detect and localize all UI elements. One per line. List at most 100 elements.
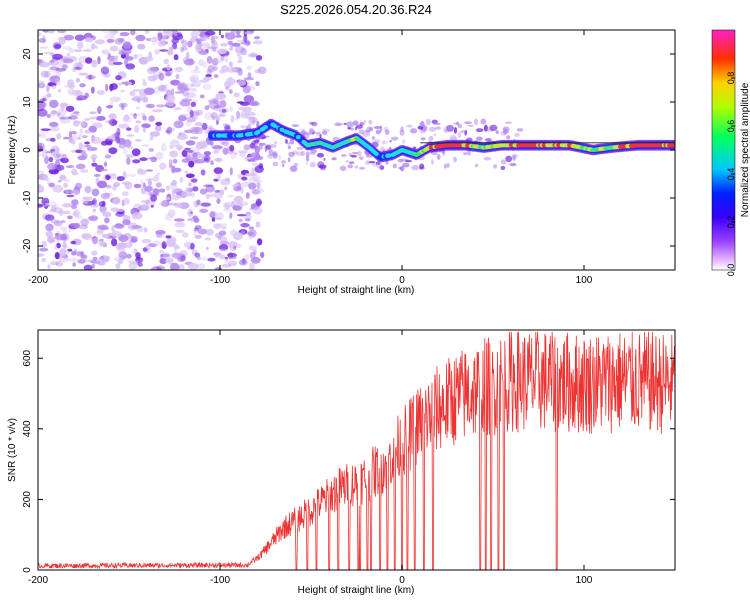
noise-blob	[205, 228, 214, 236]
noise-blob	[84, 185, 92, 194]
noise-blob	[79, 128, 84, 134]
noise-blob	[90, 154, 98, 160]
noise-blob	[109, 30, 117, 36]
noise-blob	[181, 98, 193, 102]
noise-blob	[236, 110, 241, 120]
noise-blob	[84, 118, 91, 121]
noise-blob	[164, 258, 170, 264]
noise-blob	[194, 225, 202, 230]
noise-blob	[118, 51, 127, 55]
noise-blob	[70, 190, 81, 196]
noise-blob	[49, 121, 59, 128]
noise-blob	[144, 185, 153, 192]
noise-blob	[159, 49, 169, 52]
noise-blob	[236, 101, 245, 104]
noise-blob	[152, 39, 157, 46]
noise-blob	[38, 32, 42, 37]
noise-blob	[54, 164, 65, 171]
noise-blob	[42, 97, 47, 102]
noise-blob	[50, 261, 60, 266]
noise-blob	[189, 136, 199, 140]
noise-blob	[238, 218, 243, 223]
noise-blob	[73, 66, 82, 70]
noise-blob	[203, 151, 211, 156]
noise-blob	[62, 243, 68, 249]
noise-blob	[200, 36, 209, 41]
halo-blob	[251, 119, 256, 125]
noise-blob	[109, 45, 119, 52]
y-tick-label: 0	[22, 567, 33, 573]
noise-blob	[94, 39, 106, 45]
noise-blob	[229, 167, 233, 176]
y-tick-label: 600	[22, 349, 33, 366]
noise-blob	[71, 131, 77, 135]
noise-blob	[58, 210, 64, 216]
noise-blob	[119, 31, 130, 37]
noise-blob	[54, 244, 58, 250]
noise-blob	[147, 75, 157, 82]
noise-blob	[216, 212, 224, 221]
noise-blob	[57, 89, 62, 93]
noise-blob	[131, 212, 143, 220]
noise-blob	[142, 115, 147, 121]
noise-blob	[68, 257, 79, 262]
noise-blob	[142, 96, 149, 103]
noise-blob	[45, 231, 54, 238]
noise-blob	[185, 173, 195, 179]
noise-blob	[60, 225, 64, 231]
noise-blob	[239, 151, 246, 158]
noise-blob	[134, 257, 144, 263]
noise-blob	[73, 111, 80, 114]
noise-blob	[237, 79, 246, 86]
noise-blob	[116, 208, 125, 212]
noise-blob	[70, 138, 76, 145]
noise-blob	[99, 205, 107, 213]
noise-blob	[236, 30, 240, 38]
halo-blob	[436, 154, 441, 160]
noise-blob	[155, 151, 164, 160]
noise-blob	[66, 53, 71, 57]
noise-blob	[85, 57, 93, 64]
noise-blob	[178, 264, 185, 270]
noise-blob	[44, 70, 51, 79]
halo-blob	[474, 118, 478, 126]
noise-blob	[39, 247, 49, 252]
noise-blob	[53, 203, 59, 209]
noise-blob	[164, 238, 175, 247]
noise-blob	[92, 208, 97, 213]
noise-blob	[58, 158, 66, 161]
noise-blob	[207, 257, 216, 262]
noise-blob	[180, 38, 185, 44]
halo-blob	[366, 126, 371, 133]
noise-blob	[227, 260, 238, 267]
noise-blob	[84, 144, 92, 148]
noise-blob	[180, 255, 186, 261]
noise-blob	[188, 147, 200, 155]
noise-blob	[62, 58, 74, 64]
noise-blob	[105, 184, 112, 189]
noise-blob	[91, 237, 99, 245]
noise-blob	[44, 214, 55, 221]
noise-blob	[98, 201, 106, 207]
noise-blob	[159, 162, 167, 170]
noise-blob	[238, 106, 246, 111]
noise-blob	[208, 101, 219, 109]
spectrogram-ylabel: Frequency (Hz)	[7, 116, 18, 185]
noise-blob	[178, 115, 187, 122]
noise-blob	[125, 63, 136, 70]
noise-blob	[235, 243, 242, 249]
noise-blob	[108, 119, 112, 125]
noise-blob	[68, 83, 76, 89]
noise-blob	[221, 65, 229, 73]
noise-blob	[171, 252, 183, 259]
halo-blob	[374, 139, 381, 144]
noise-blob	[150, 156, 158, 163]
halo-blob	[339, 165, 347, 171]
noise-blob	[193, 230, 197, 237]
halo-blob	[428, 135, 434, 142]
noise-blob	[41, 240, 47, 248]
halo-blob	[495, 130, 499, 134]
noise-blob	[45, 223, 54, 232]
noise-blob	[214, 190, 222, 193]
noise-blob	[173, 218, 185, 222]
